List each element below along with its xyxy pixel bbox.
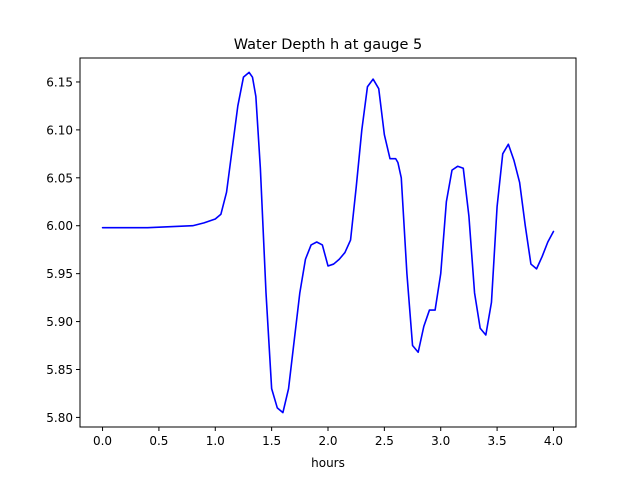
x-tick-label: 2.5 <box>375 434 394 448</box>
y-tick-label: 5.80 <box>46 411 73 425</box>
axes-frame <box>79 57 577 428</box>
x-axis-label: hours <box>311 456 345 470</box>
x-tick-label: 3.0 <box>431 434 450 448</box>
x-tick-label: 0.0 <box>93 434 112 448</box>
x-tick-label: 1.5 <box>262 434 281 448</box>
series-line-0 <box>101 71 555 414</box>
x-tick-label: 2.0 <box>318 434 337 448</box>
y-tick-label: 6.00 <box>46 219 73 233</box>
x-tick-label: 0.5 <box>149 434 168 448</box>
x-tick-label: 4.0 <box>544 434 563 448</box>
y-tick-label: 5.95 <box>46 267 73 281</box>
y-tick-label: 6.05 <box>46 171 73 185</box>
y-tick-label: 6.10 <box>46 123 73 137</box>
x-tick-label: 1.0 <box>206 434 225 448</box>
chart-title: Water Depth h at gauge 5 <box>234 37 422 53</box>
x-tick-label: 3.5 <box>488 434 507 448</box>
y-tick-label: 5.90 <box>46 315 73 329</box>
y-tick-label: 5.85 <box>46 363 73 377</box>
y-tick-label: 6.15 <box>46 75 73 89</box>
plot-area <box>101 71 555 414</box>
